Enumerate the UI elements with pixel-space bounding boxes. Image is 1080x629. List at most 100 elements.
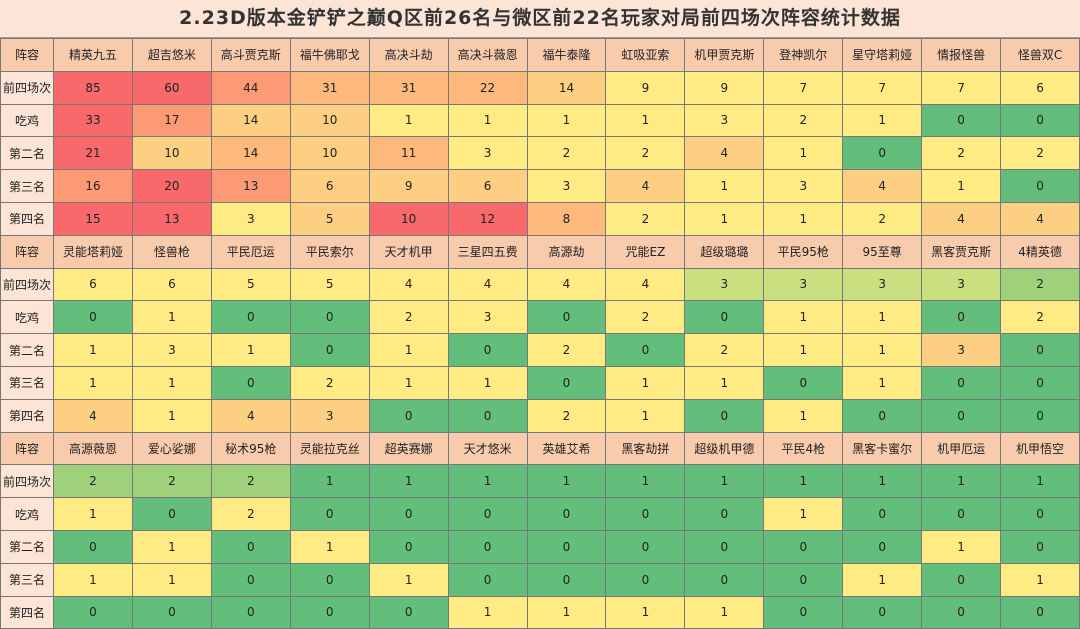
table-row: 第四名 4 1 4 3 0 0 2 1 0 1 0 0 0	[0, 398, 1080, 433]
row-label: 吃鸡	[0, 300, 54, 335]
count-cell: 0	[842, 398, 923, 433]
lineup-stats-table: 阵容 精英九五 超吉悠米 高斗贾克斯 福牛佛耶戈 高决斗劫 高决斗薇恩 福牛泰隆 虹吸亚索 机甲贾…	[0, 38, 1080, 629]
count-cell: 1	[605, 595, 686, 629]
count-cell: 16	[53, 169, 133, 203]
count-cell: 0	[1000, 103, 1080, 138]
table-row: 前四场次 6 6 5 5 4 4 4 4 3 3 3 3 2	[0, 267, 1080, 302]
count-cell: 9	[684, 70, 765, 105]
count-cell: 7	[763, 70, 844, 105]
table-row: 第二名 21 10 14 10 11 3 2 2 4 1 0 2 2	[0, 136, 1080, 171]
count-cell: 1	[842, 300, 923, 335]
row-label: 前四场次	[0, 70, 54, 105]
count-cell: 1	[53, 365, 133, 400]
count-cell: 0	[605, 562, 686, 597]
count-cell: 0	[1000, 398, 1080, 433]
count-cell: 1	[605, 398, 686, 433]
count-cell: 1	[53, 333, 133, 367]
count-cell: 85	[53, 70, 133, 105]
lineup-name: 高斗贾克斯	[210, 38, 291, 72]
count-cell: 0	[368, 398, 449, 433]
count-cell: 1	[684, 464, 765, 499]
count-cell: 10	[289, 136, 370, 171]
count-cell: 4	[210, 398, 291, 433]
count-cell: 0	[921, 365, 1002, 400]
count-cell: 0	[684, 398, 765, 433]
count-cell: 6	[53, 267, 133, 302]
count-cell: 14	[526, 70, 607, 105]
count-cell: 13	[131, 201, 212, 236]
row-label: 前四场次	[0, 267, 54, 302]
count-cell: 4	[526, 267, 607, 302]
lineup-name: 平民厄运	[210, 234, 291, 269]
count-cell: 0	[210, 365, 291, 400]
count-cell: 1	[131, 562, 212, 597]
row-label: 第二名	[0, 136, 54, 171]
count-cell: 3	[447, 300, 528, 335]
table-row: 第四名 15 13 3 5 10 12 8 2 1 1 2 4 4	[0, 201, 1080, 236]
count-cell: 20	[131, 169, 212, 203]
count-cell: 1	[842, 333, 923, 367]
row-label: 第四名	[0, 595, 54, 629]
count-cell: 0	[53, 529, 133, 564]
count-cell: 1	[526, 464, 607, 499]
count-cell: 0	[921, 300, 1002, 335]
count-cell: 2	[289, 365, 370, 400]
count-cell: 0	[53, 300, 133, 335]
count-cell: 1	[447, 595, 528, 629]
row-label: 第二名	[0, 529, 54, 564]
count-cell: 2	[1000, 136, 1080, 171]
count-cell: 3	[210, 201, 291, 236]
row-label: 第三名	[0, 562, 54, 597]
count-cell: 4	[53, 398, 133, 433]
count-cell: 1	[842, 464, 923, 499]
count-cell: 2	[605, 136, 686, 171]
row-label: 第四名	[0, 201, 54, 236]
count-cell: 1	[368, 365, 449, 400]
count-cell: 9	[605, 70, 686, 105]
lineup-name: 灵能塔莉娅	[53, 234, 133, 269]
lineup-header-row: 阵容 高源薇恩 爱心娑娜 秘术95枪 灵能拉克丝 超英赛娜 天才悠米 英雄艾希 黑客劫拼 超级机甲…	[0, 431, 1080, 466]
count-cell: 0	[842, 497, 923, 531]
count-cell: 2	[605, 300, 686, 335]
count-cell: 3	[763, 267, 844, 302]
lineup-name: 黑客贾克斯	[921, 234, 1002, 269]
count-cell: 5	[210, 267, 291, 302]
count-cell: 31	[368, 70, 449, 105]
lineup-name: 登神凯尔	[763, 38, 844, 72]
count-cell: 4	[447, 267, 528, 302]
lineup-name: 英雄艾希	[526, 431, 607, 466]
count-cell: 1	[447, 365, 528, 400]
count-cell: 0	[684, 529, 765, 564]
count-cell: 6	[447, 169, 528, 203]
count-cell: 1	[763, 300, 844, 335]
count-cell: 1	[210, 333, 291, 367]
count-cell: 0	[53, 595, 133, 629]
count-cell: 1	[842, 562, 923, 597]
count-cell: 0	[921, 103, 1002, 138]
count-cell: 0	[763, 562, 844, 597]
count-cell: 0	[210, 562, 291, 597]
count-cell: 0	[289, 562, 370, 597]
count-cell: 22	[447, 70, 528, 105]
count-cell: 0	[763, 529, 844, 564]
count-cell: 44	[210, 70, 291, 105]
count-cell: 0	[842, 136, 923, 171]
lineup-name: 高源劫	[526, 234, 607, 269]
table-row: 第四名 0 0 0 0 0 1 1 1 1 0 0 0 0	[0, 595, 1080, 629]
count-cell: 4	[605, 169, 686, 203]
lineup-name: 福牛佛耶戈	[289, 38, 370, 72]
count-cell: 2	[684, 333, 765, 367]
count-cell: 0	[684, 300, 765, 335]
count-cell: 5	[289, 201, 370, 236]
count-cell: 1	[526, 595, 607, 629]
count-cell: 3	[684, 103, 765, 138]
count-cell: 6	[131, 267, 212, 302]
count-cell: 1	[131, 398, 212, 433]
count-cell: 0	[684, 497, 765, 531]
count-cell: 1	[684, 595, 765, 629]
count-cell: 10	[131, 136, 212, 171]
count-cell: 2	[526, 398, 607, 433]
lineup-name: 咒能EZ	[605, 234, 686, 269]
table-row: 吃鸡 0 1 0 0 2 3 0 2 0 1 1 0 2	[0, 300, 1080, 335]
count-cell: 1	[921, 529, 1002, 564]
